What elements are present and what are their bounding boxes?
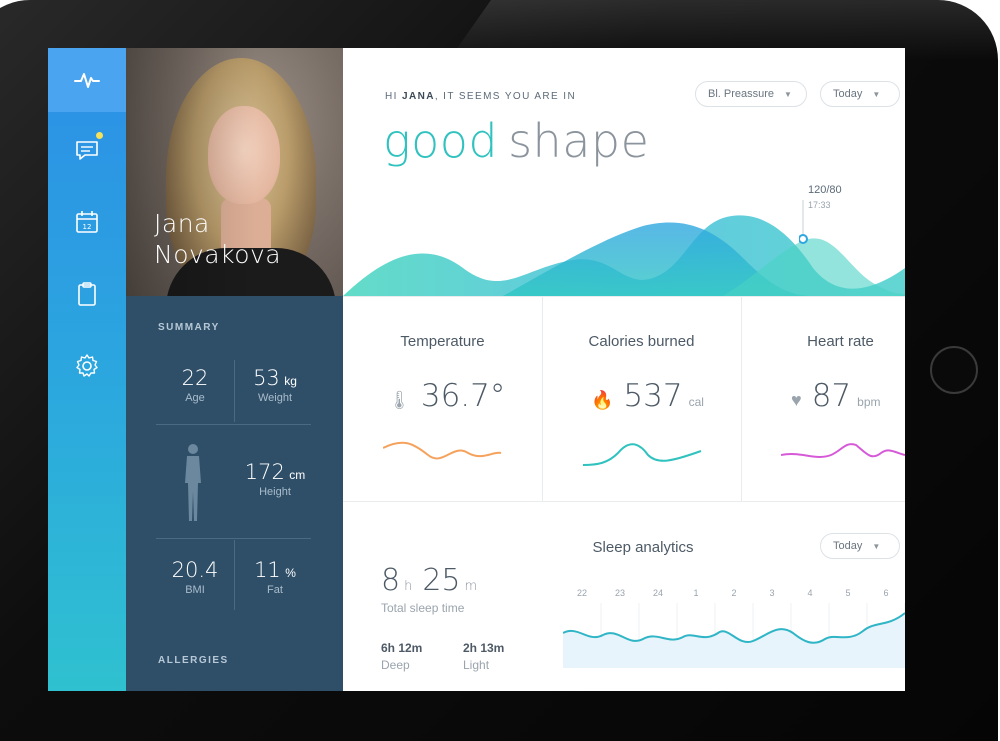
chat-icon [76,141,98,160]
greeting-text: HI JANA, IT SEEMS YOU ARE IN [385,91,577,102]
temperature-metric: 🌡 36.7° [388,378,506,414]
sleep-tick-label: 1 [693,588,699,598]
light-sleep-label: Light [463,658,490,672]
stat-height: 172 cm Height [244,460,306,498]
chevron-down-icon: ▼ [872,541,881,551]
sleep-tick-label: 5 [845,588,851,598]
stat-fat: 11 % Fat [254,558,296,596]
heart-rate-metric: ♥ 87 bpm [791,378,881,414]
clipboard-icon [78,282,96,306]
calories-metric: 🔥 537 cal [591,378,704,414]
heart-rate-sparkline [781,443,905,458]
sleep-tick-label: 22 [576,588,587,598]
stat-age: 22 Age [181,366,209,404]
user-name: Jana Novakova [154,209,282,269]
summary-label: SUMMARY [158,322,220,333]
profile-panel: Jana Novakova SUMMARY 22 Age 53 kg Weigh… [126,48,343,691]
chevron-down-icon: ▼ [872,89,881,99]
sleep-chart [563,603,905,668]
nav-item-settings[interactable] [48,334,126,398]
svg-text:12: 12 [83,223,92,231]
nav-item-activity[interactable] [48,48,126,112]
sleep-tick-label: 2 [731,588,737,598]
thermometer-icon: 🌡 [388,390,411,410]
temperature-title: Temperature [400,333,485,350]
gear-icon [76,354,98,377]
chevron-down-icon: ▼ [784,89,792,99]
sleep-period-dropdown[interactable]: Today ▼ [820,533,900,559]
sleep-tick-label: 23 [614,588,625,598]
bp-tooltip-pointer [799,200,808,244]
stat-weight: 53 kg Weight [253,366,297,404]
sleep-tick-label: 6 [883,588,889,598]
sidebar-nav: 12 [48,48,126,691]
calories-title: Calories burned [588,333,695,350]
main-content: HI JANA, IT SEEMS YOU ARE IN good shape B… [343,48,905,691]
heart-icon: ♥ [791,390,802,410]
sleep-title: Sleep analytics [592,539,694,556]
flame-icon: 🔥 [591,390,614,410]
headline: good shape [383,114,650,168]
body-silhouette-icon [185,444,201,521]
nav-item-messages[interactable] [48,118,126,182]
metric-dropdown[interactable]: Bl. Preassure ▼ [695,81,807,107]
calories-sparkline [583,443,702,466]
deep-sleep-value: 6h 12m [381,641,423,655]
light-sleep-value: 2h 13m [463,641,505,655]
total-sleep-label: Total sleep time [381,601,465,615]
nav-item-clipboard[interactable] [48,262,126,326]
sleep-tick-label: 24 [652,588,663,598]
sleep-tick-label: 3 [769,588,775,598]
sleep-tick-label: 4 [807,588,813,598]
deep-sleep-label: Deep [381,658,410,672]
heart-rate-title: Heart rate [807,333,874,350]
bp-tooltip: 120/80 17:33 [808,184,842,210]
home-button[interactable] [930,346,978,394]
app-screen: 12 Jana Novakova SUMMARY 22 Age 53 kg We… [48,48,905,691]
blood-pressure-wave [343,215,905,296]
profile-photo [126,48,343,296]
temperature-sparkline [383,441,502,460]
nav-item-calendar[interactable]: 12 [48,190,126,254]
allergies-label: ALLERGIES [158,655,229,666]
period-dropdown[interactable]: Today ▼ [820,81,900,107]
stat-bmi: 20.4 BMI [171,558,219,596]
notification-dot [96,132,103,139]
pulse-icon [74,73,100,88]
calendar-icon: 12 [76,211,98,233]
